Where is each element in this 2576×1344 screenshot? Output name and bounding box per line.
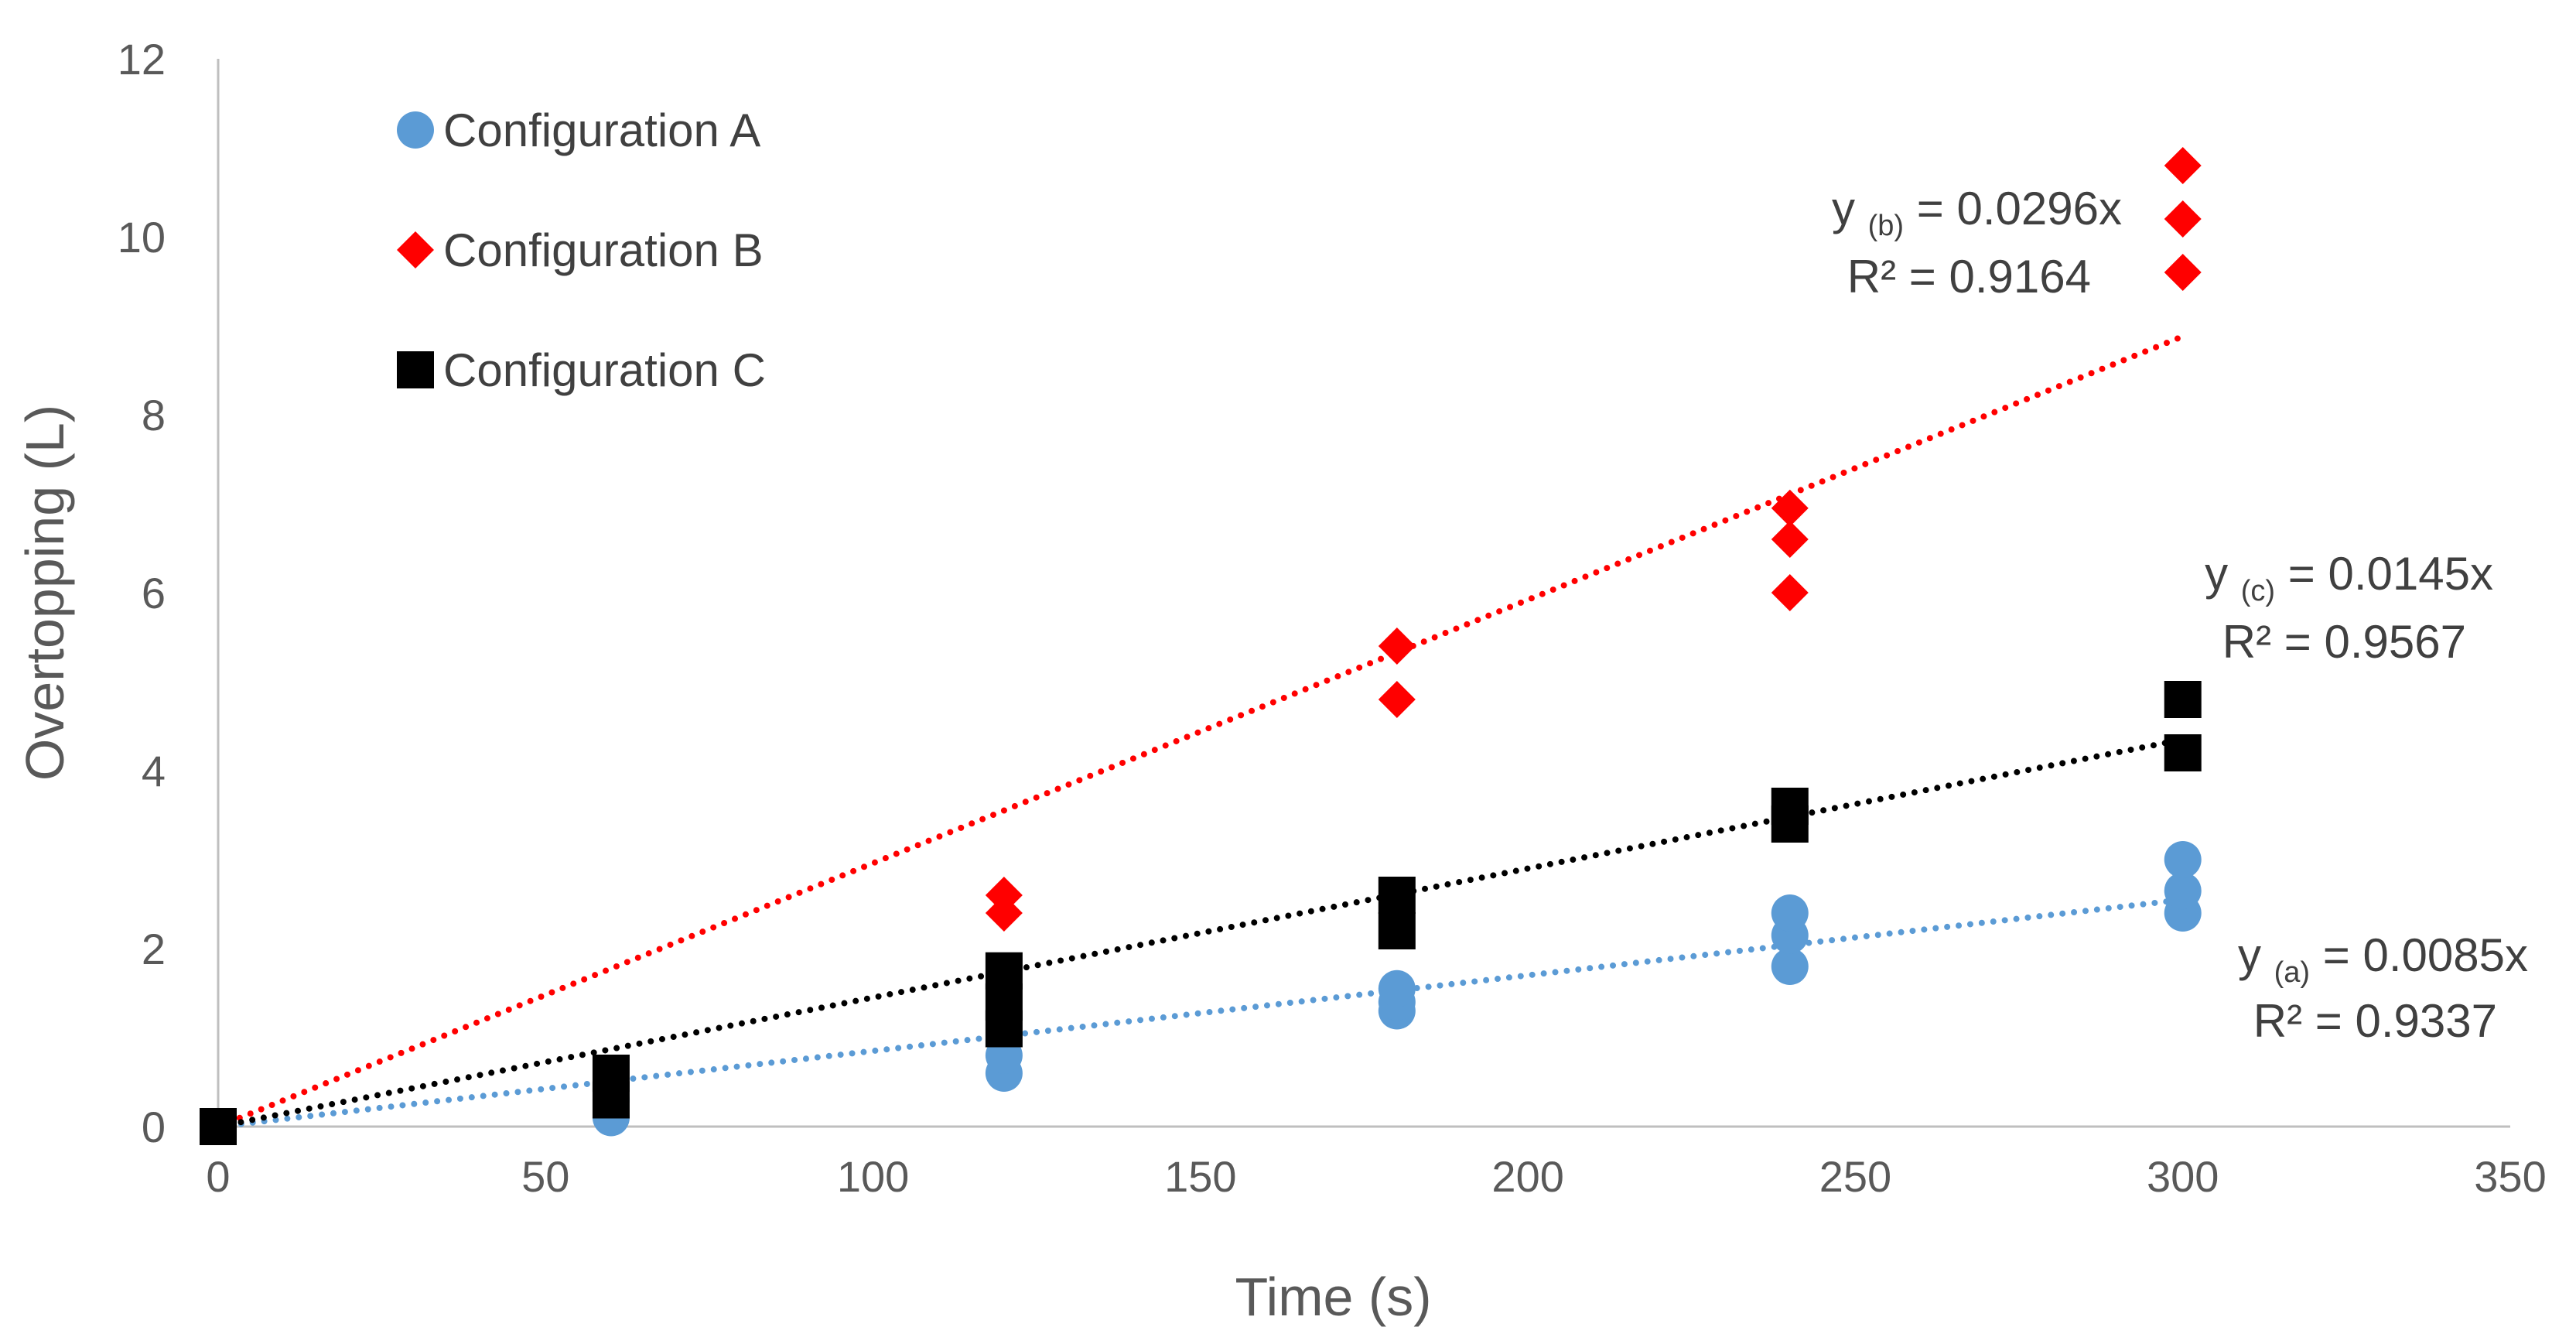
x-tick-label: 300	[2147, 1152, 2219, 1201]
point-config-c	[2164, 681, 2202, 718]
point-config-c	[2164, 734, 2202, 771]
equation-subscript: (b)	[1868, 210, 1904, 242]
point-config-b	[2164, 200, 2202, 238]
y-tick-label: 10	[118, 213, 166, 262]
equation-config-a: y (a) = 0.0085x	[2238, 929, 2528, 989]
legend-label-config-b: Configuration B	[443, 224, 764, 276]
trendline-b	[215, 333, 2186, 1130]
point-config-b	[1771, 574, 1809, 611]
x-tick-label: 250	[1819, 1152, 1891, 1201]
trendline-equations: y (a) = 0.0085x R² = 0.9337 y (b) = 0.0296…	[1832, 183, 2528, 1047]
point-config-a	[1771, 894, 1809, 932]
point-config-a	[1378, 970, 1416, 1007]
point-config-b	[1378, 628, 1416, 665]
equation-rhs: = 0.0145x	[2275, 548, 2493, 600]
r2-config-b: R² = 0.9164	[1847, 251, 2091, 303]
point-config-c	[985, 983, 1023, 1021]
point-config-b	[1771, 489, 1809, 527]
point-config-c	[985, 952, 1023, 990]
point-config-b	[2164, 147, 2202, 184]
equation-subscript: (c)	[2241, 575, 2275, 607]
equation-rhs: = 0.0085x	[2310, 929, 2528, 981]
point-config-a	[2164, 872, 2202, 910]
x-axis-title: Time (s)	[1235, 1267, 1431, 1327]
y-tick-label: 8	[142, 391, 166, 439]
x-tick-label: 50	[521, 1152, 569, 1201]
point-config-c	[1378, 912, 1416, 949]
x-tick-label: 150	[1164, 1152, 1236, 1201]
point-config-c	[200, 1108, 237, 1145]
y-tick-label: 12	[118, 35, 166, 84]
y-tick-label: 0	[142, 1103, 166, 1151]
y-tick-label: 2	[142, 925, 166, 973]
legend: Configuration A Configuration B Configurat…	[397, 104, 766, 396]
legend-marker-config-b	[397, 231, 434, 268]
point-config-b	[1771, 521, 1809, 558]
trendlines	[215, 333, 2186, 1130]
trendline-a	[215, 896, 2186, 1130]
point-config-b	[2164, 254, 2202, 291]
axes: 0 50 100 150 200 250 300 350 0 2 4 6 8 10 12	[118, 35, 2547, 1201]
trendline-c	[215, 736, 2186, 1130]
point-config-b	[1378, 681, 1416, 718]
x-tick-label: 100	[837, 1152, 909, 1201]
x-tick-label: 350	[2474, 1152, 2546, 1201]
x-tick-label: 200	[1491, 1152, 1563, 1201]
point-config-c	[1378, 877, 1416, 914]
equation-config-c: y (c) = 0.0145x	[2205, 548, 2493, 607]
y-axis-title: Overtopping (L)	[15, 405, 75, 781]
data-markers	[200, 147, 2202, 1145]
point-config-c	[1771, 788, 1809, 825]
point-config-a	[2164, 841, 2202, 878]
y-tick-label: 4	[142, 747, 166, 795]
y-tick-label: 6	[142, 569, 166, 617]
point-config-c	[592, 1055, 630, 1092]
r2-config-a: R² = 0.9337	[2253, 995, 2497, 1047]
equation-y: y	[1832, 183, 1868, 234]
equation-subscript: (a)	[2274, 956, 2310, 989]
legend-label-config-c: Configuration C	[443, 344, 766, 396]
equation-y: y	[2238, 929, 2274, 981]
legend-marker-config-a	[397, 111, 434, 149]
r2-config-c: R² = 0.9567	[2222, 616, 2466, 668]
legend-label-config-a: Configuration A	[443, 104, 760, 156]
legend-marker-config-c	[397, 351, 434, 388]
equation-y: y	[2205, 548, 2241, 600]
point-config-a	[1771, 948, 1809, 985]
x-tick-label: 0	[206, 1152, 230, 1201]
equation-config-b: y (b) = 0.0296x	[1832, 183, 2122, 242]
equation-rhs: = 0.0296x	[1904, 183, 2122, 234]
point-config-b	[985, 877, 1023, 914]
